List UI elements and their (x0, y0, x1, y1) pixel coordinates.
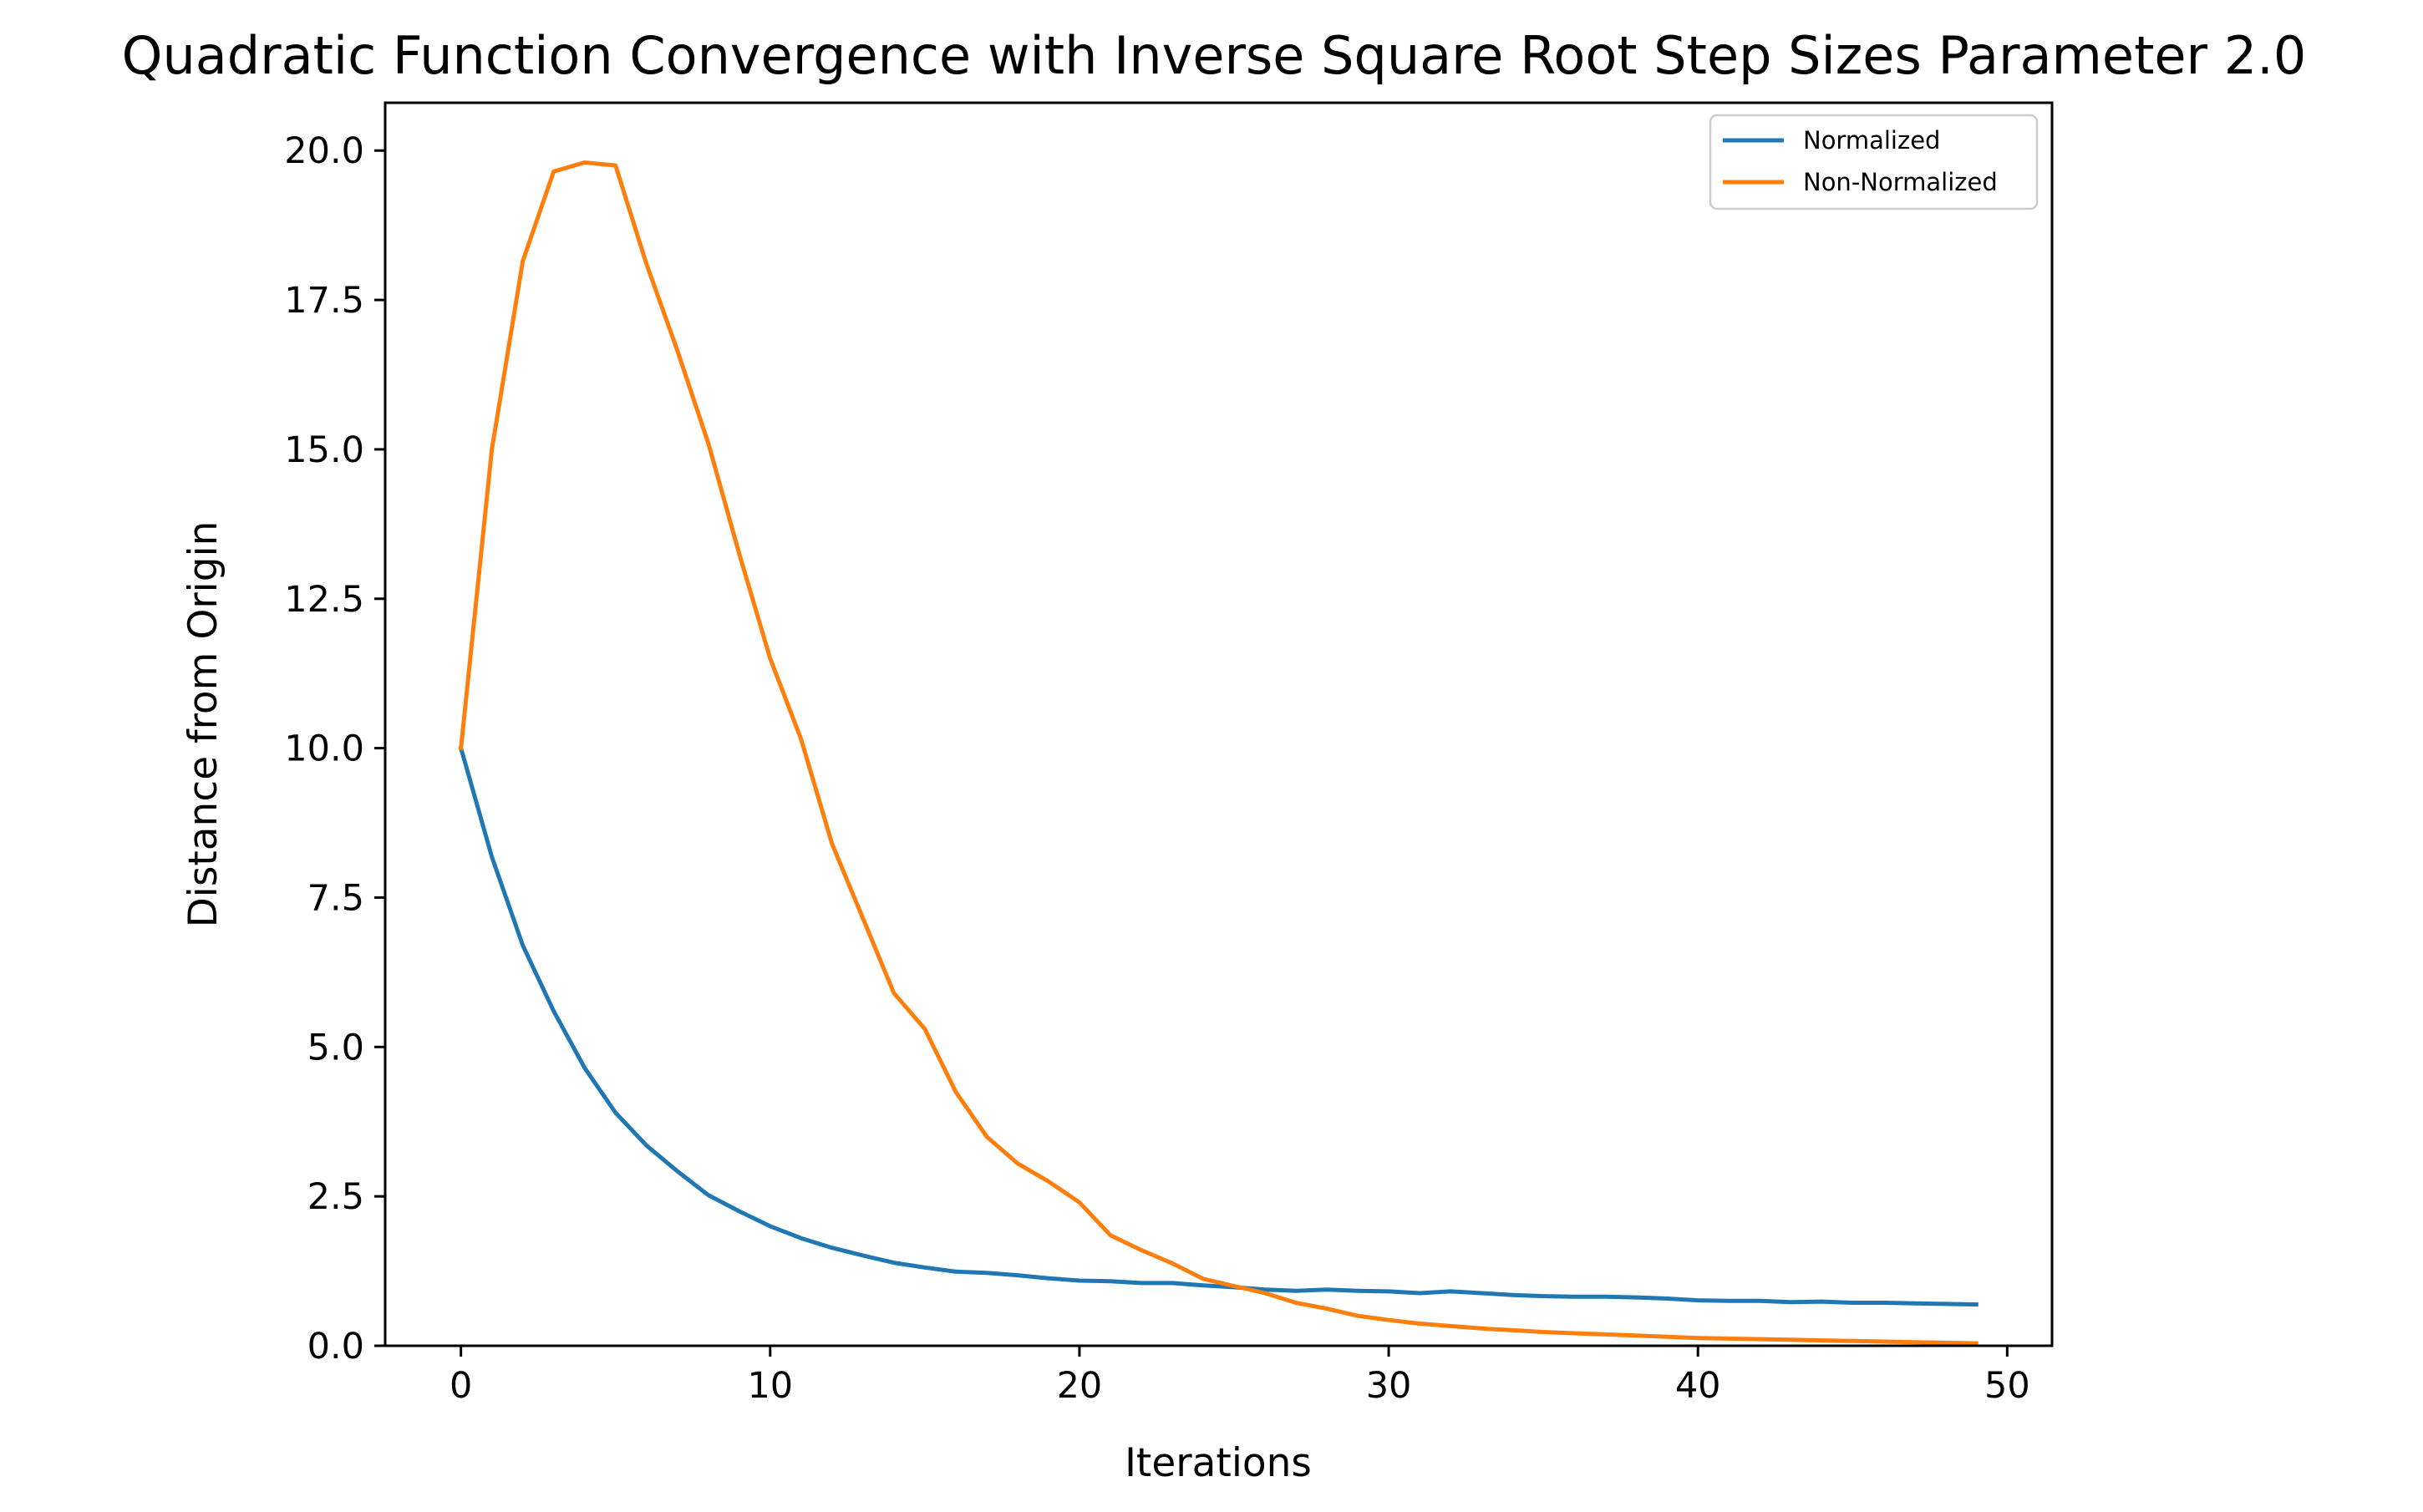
x-tick-label: 30 (1366, 1365, 1412, 1407)
chart-title: Quadratic Function Convergence with Inve… (122, 25, 2307, 86)
y-tick-label: 2.5 (307, 1176, 364, 1218)
y-tick-label: 7.5 (307, 877, 364, 919)
x-axis-label: Iterations (1125, 1440, 1312, 1486)
y-tick-label: 12.5 (284, 579, 364, 621)
series-line-non-normalized (458, 160, 1979, 1346)
legend-box (1709, 114, 2039, 211)
y-tick-label: 0.0 (307, 1326, 364, 1367)
y-tick-label: 10.0 (284, 728, 364, 770)
x-tick-label: 10 (747, 1365, 793, 1407)
x-tick-label: 50 (1984, 1365, 2030, 1407)
y-axis-label: Distance from Origin (180, 521, 226, 928)
x-axis-ticks: 0 10 20 30 40 50 (450, 1346, 2030, 1407)
y-tick-label: 15.0 (284, 429, 364, 471)
legend: Normalized Non-Normalized (1709, 114, 2039, 211)
y-axis-ticks: 0.0 2.5 5.0 7.5 10.0 12.5 15.0 17.5 20.0 (284, 130, 385, 1367)
x-tick-label: 0 (450, 1365, 472, 1407)
plot-frame (384, 101, 2054, 1347)
legend-label-non-normalized: Non-Normalized (1803, 168, 1998, 196)
plot-area (385, 103, 2052, 1346)
x-tick-label: 40 (1675, 1365, 1721, 1407)
series-layer (458, 160, 1979, 1346)
series-line-normalized (458, 745, 1979, 1307)
legend-label-normalized: Normalized (1803, 126, 1940, 155)
x-tick-label: 20 (1057, 1365, 1103, 1407)
y-tick-label: 5.0 (307, 1027, 364, 1068)
y-tick-label: 20.0 (284, 130, 364, 172)
y-tick-label: 17.5 (284, 280, 364, 322)
